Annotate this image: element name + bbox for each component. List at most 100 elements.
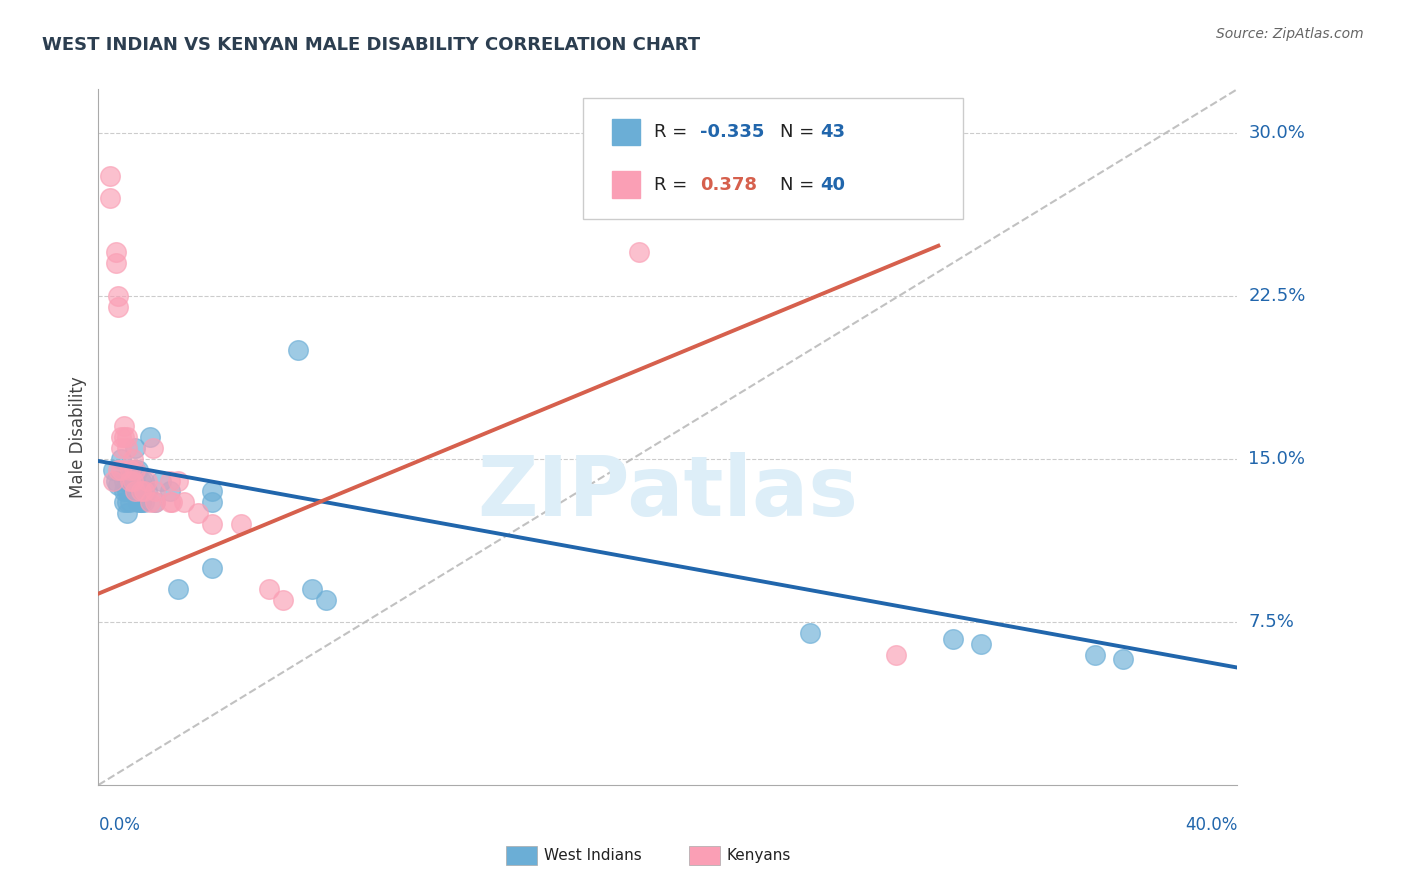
Point	[110, 430, 132, 444]
Point	[167, 474, 190, 488]
Point	[121, 474, 143, 488]
Point	[628, 245, 651, 260]
Text: Kenyans: Kenyans	[727, 848, 792, 863]
Point	[799, 625, 821, 640]
Point	[127, 495, 149, 509]
Point	[118, 495, 141, 509]
Point	[135, 484, 157, 499]
Point	[107, 300, 129, 314]
Point	[1084, 648, 1107, 662]
Point	[121, 451, 143, 466]
Point	[101, 463, 124, 477]
Point	[112, 419, 135, 434]
Point	[159, 484, 181, 499]
Text: 22.5%: 22.5%	[1249, 286, 1306, 305]
Text: -0.335: -0.335	[700, 123, 765, 141]
Point	[135, 474, 157, 488]
Point	[121, 484, 143, 499]
Point	[229, 516, 252, 531]
Point	[259, 582, 281, 597]
Text: 15.0%: 15.0%	[1249, 450, 1305, 467]
Text: 40: 40	[820, 176, 845, 194]
Point	[173, 495, 195, 509]
Text: 0.0%: 0.0%	[98, 815, 141, 833]
Point	[145, 495, 167, 509]
Point	[201, 516, 224, 531]
Text: Source: ZipAtlas.com: Source: ZipAtlas.com	[1216, 27, 1364, 41]
Point	[110, 441, 132, 455]
Point	[162, 495, 184, 509]
Point	[115, 430, 138, 444]
Point	[118, 474, 141, 488]
Point	[150, 474, 173, 488]
Point	[138, 430, 160, 444]
Point	[132, 495, 155, 509]
Point	[315, 593, 337, 607]
Text: ZIPatlas: ZIPatlas	[478, 452, 858, 533]
Point	[132, 484, 155, 499]
Point	[110, 463, 132, 477]
Point	[884, 648, 907, 662]
Point	[1112, 652, 1135, 666]
Text: R =: R =	[654, 176, 693, 194]
Point	[98, 191, 121, 205]
Point	[145, 495, 167, 509]
Point	[145, 484, 167, 499]
Point	[115, 495, 138, 509]
Y-axis label: Male Disability: Male Disability	[69, 376, 87, 498]
Point	[129, 495, 152, 509]
Point	[112, 430, 135, 444]
Point	[104, 256, 127, 270]
Point	[159, 495, 181, 509]
Text: 7.5%: 7.5%	[1249, 613, 1295, 631]
Point	[110, 451, 132, 466]
Point	[98, 169, 121, 183]
Text: WEST INDIAN VS KENYAN MALE DISABILITY CORRELATION CHART: WEST INDIAN VS KENYAN MALE DISABILITY CO…	[42, 36, 700, 54]
Point	[107, 478, 129, 492]
Point	[132, 484, 155, 499]
Point	[129, 474, 152, 488]
Point	[129, 495, 152, 509]
Text: 43: 43	[820, 123, 845, 141]
Point	[107, 289, 129, 303]
Point	[115, 506, 138, 520]
Point	[301, 582, 323, 597]
Text: 30.0%: 30.0%	[1249, 124, 1305, 142]
Point	[970, 637, 993, 651]
Point	[112, 495, 135, 509]
Point	[124, 463, 146, 477]
Point	[187, 506, 209, 520]
Point	[124, 474, 146, 488]
Point	[942, 632, 965, 647]
Text: 0.378: 0.378	[700, 176, 758, 194]
Point	[112, 474, 135, 488]
Point	[273, 593, 295, 607]
Point	[115, 474, 138, 488]
Point	[138, 495, 160, 509]
Point	[101, 474, 124, 488]
Text: N =: N =	[780, 123, 820, 141]
Point	[124, 484, 146, 499]
Text: 40.0%: 40.0%	[1185, 815, 1237, 833]
Point	[121, 463, 143, 477]
Point	[287, 343, 309, 357]
Text: R =: R =	[654, 123, 693, 141]
Point	[167, 582, 190, 597]
Point	[118, 463, 141, 477]
Point	[124, 463, 146, 477]
Point	[201, 484, 224, 499]
Point	[112, 484, 135, 499]
Point	[115, 484, 138, 499]
Text: West Indians: West Indians	[544, 848, 643, 863]
Point	[201, 495, 224, 509]
Point	[118, 474, 141, 488]
Point	[104, 474, 127, 488]
Point	[201, 560, 224, 574]
Point	[129, 484, 152, 499]
Point	[141, 441, 163, 455]
Point	[132, 474, 155, 488]
Point	[159, 474, 181, 488]
Point	[124, 441, 146, 455]
Text: N =: N =	[780, 176, 820, 194]
Point	[127, 463, 149, 477]
